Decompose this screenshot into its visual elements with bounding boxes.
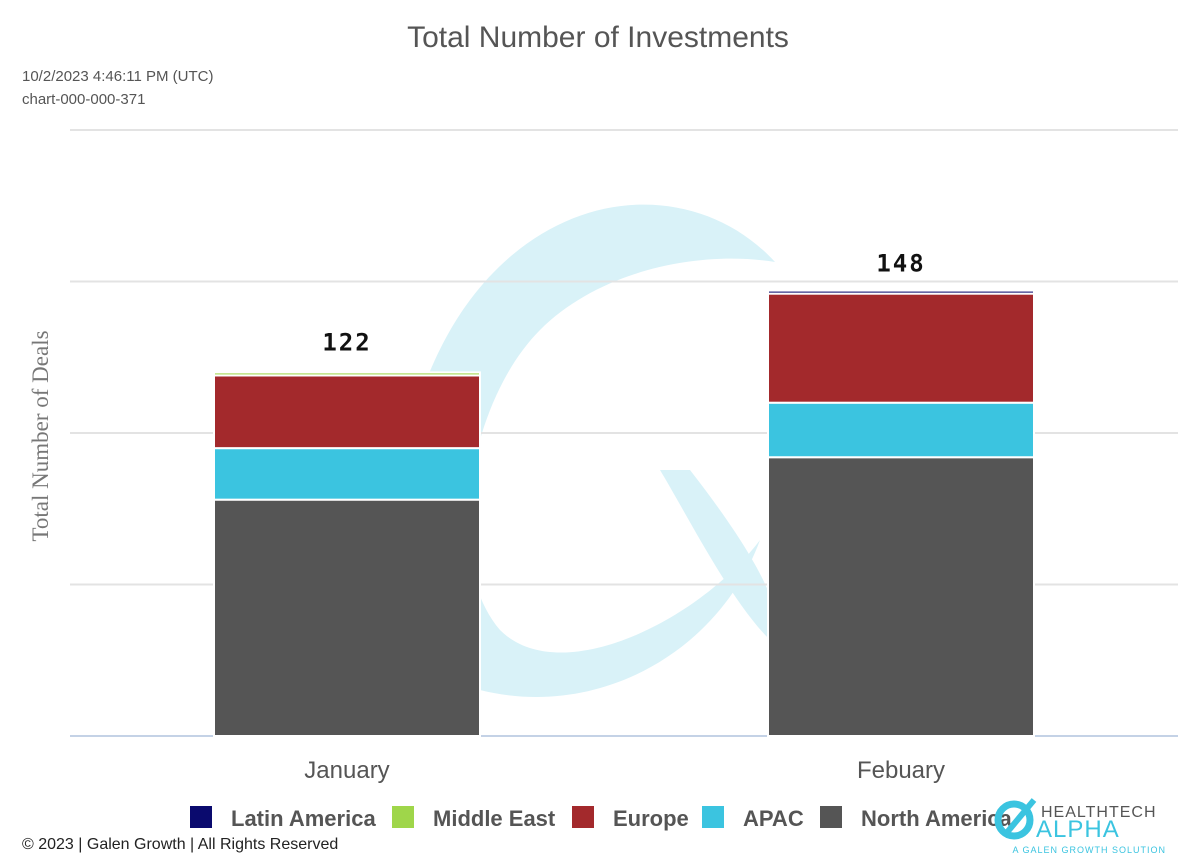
- labels: 122 January 148 Febuary: [304, 250, 945, 784]
- y-axis-label: Total Number of Deals: [28, 330, 53, 541]
- bars: [213, 289, 1035, 737]
- legend-item-north-america[interactable]: North America: [820, 806, 1013, 831]
- bar-segment-europe: [767, 292, 1035, 404]
- watermark-logo: [396, 204, 777, 697]
- legend-swatch: [572, 806, 594, 828]
- legend-label: Middle East: [433, 806, 556, 831]
- chart-title: Total Number of Investments: [407, 21, 789, 54]
- legend-item-middle-east[interactable]: Middle East: [392, 806, 556, 831]
- bar-segment-middle-east: [213, 371, 481, 377]
- legend-swatch: [820, 806, 842, 828]
- total-label: 148: [876, 250, 925, 278]
- alpha-icon: [994, 800, 1034, 840]
- legend-item-latin-america[interactable]: Latin America: [190, 806, 376, 831]
- bar-segment-latin-america: [767, 289, 1035, 295]
- bar-segment-north-america: [767, 456, 1035, 737]
- legend-item-europe[interactable]: Europe: [572, 806, 689, 831]
- healthtech-alpha-logo: HEALTHTECH ALPHA A GALEN GROWTH SOLUTION: [994, 798, 1166, 855]
- logo-line1: HEALTHTECH: [1041, 804, 1157, 821]
- legend-label: APAC: [743, 806, 804, 831]
- legend-swatch: [702, 806, 724, 828]
- legend-label: Europe: [613, 806, 689, 831]
- watermark-swoosh: [396, 204, 775, 697]
- legend-swatch: [392, 806, 414, 828]
- logo-tagline: A GALEN GROWTH SOLUTION: [1012, 845, 1166, 855]
- legend: Latin America Middle East Europe APAC North …: [190, 806, 1013, 831]
- legend-label: North America: [861, 806, 1013, 831]
- legend-label: Latin America: [231, 806, 376, 831]
- bar-segment-apac: [213, 447, 481, 501]
- alpha-icon-tail: [1001, 798, 1037, 838]
- bar-segment-europe: [213, 374, 481, 450]
- total-label: 122: [322, 328, 371, 356]
- legend-item-apac[interactable]: APAC: [702, 806, 804, 831]
- x-tick-label: January: [304, 757, 389, 784]
- logo-line2: ALPHA: [1036, 816, 1120, 843]
- bar-segment-apac: [767, 401, 1035, 459]
- copyright: © 2023 | Galen Growth | All Rights Reser…: [22, 836, 338, 853]
- chart-id: chart-000-000-371: [22, 91, 145, 108]
- x-tick-label: Febuary: [857, 757, 945, 784]
- timestamp: 10/2/2023 4:46:11 PM (UTC): [22, 68, 213, 85]
- legend-swatch: [190, 806, 212, 828]
- bar-segment-north-america: [213, 498, 481, 737]
- watermark-tail: [660, 470, 777, 640]
